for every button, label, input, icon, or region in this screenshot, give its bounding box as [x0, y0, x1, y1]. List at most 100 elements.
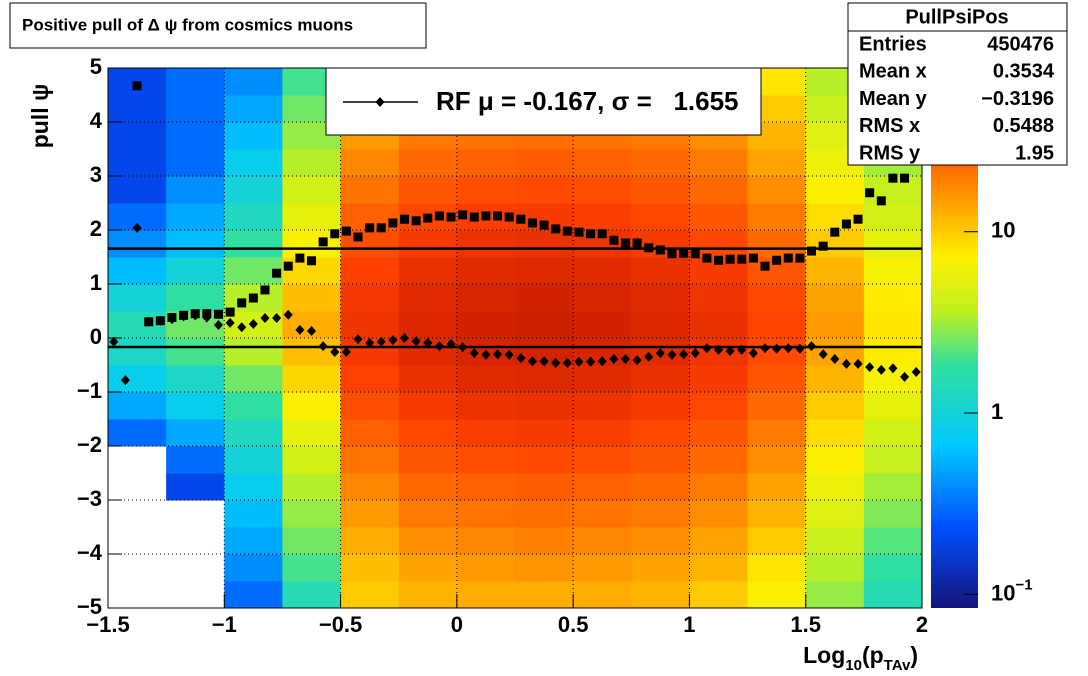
heat-cell [282, 500, 342, 528]
x-tick-label: 0.5 [558, 612, 589, 637]
heat-cell [747, 230, 807, 258]
square-marker [714, 255, 723, 265]
heat-cell [456, 149, 516, 177]
square-marker [679, 248, 689, 258]
heat-cell [398, 311, 458, 339]
heat-cell [398, 473, 458, 501]
heat-cell [515, 581, 574, 609]
colorbar-tick-label: 1 [991, 399, 1003, 424]
x-tick-label: 0 [451, 612, 463, 637]
colorbar-tick-exponent: −1 [1015, 576, 1032, 593]
heat-cell [166, 527, 225, 555]
diamond-marker [586, 356, 596, 367]
heat-cell [166, 365, 225, 393]
heat-cell [282, 365, 342, 393]
heat-cell [631, 554, 690, 582]
heat-cell [515, 284, 574, 312]
plot-area [107, 67, 923, 609]
square-marker [434, 211, 444, 221]
heat-cell [282, 527, 342, 555]
heat-cell [166, 446, 225, 474]
diamond-marker [655, 348, 665, 359]
diamond-marker [341, 347, 351, 358]
heat-cell [747, 581, 807, 609]
heat-cell [805, 419, 865, 447]
heat-cell [631, 446, 690, 474]
square-marker [702, 253, 712, 263]
heat-cell [573, 149, 632, 177]
heat-cell [166, 95, 225, 123]
square-marker [632, 238, 642, 248]
square-marker [772, 255, 782, 265]
heat-cell [456, 527, 516, 555]
heat-cell [515, 419, 574, 447]
diamond-marker [458, 342, 468, 353]
heat-cell [224, 365, 283, 393]
heat-cell [398, 365, 458, 393]
heat-cell [573, 446, 632, 474]
heat-cell [398, 230, 458, 258]
x-tick-label: −1.5 [86, 612, 129, 637]
heat-cell [689, 446, 749, 474]
square-marker [260, 285, 270, 295]
y-tick-label: 3 [90, 162, 102, 187]
heat-cell [398, 176, 458, 204]
heat-cell [747, 527, 807, 555]
heat-cell [108, 446, 167, 474]
legend-marker [375, 97, 385, 107]
diamond-marker [888, 363, 898, 374]
diamond-marker [469, 348, 479, 359]
heat-cell [108, 257, 167, 285]
diamond-marker [900, 371, 910, 382]
diamond-marker [318, 341, 328, 352]
diamond-marker [853, 358, 863, 369]
heat-cell [805, 554, 865, 582]
square-marker [423, 213, 433, 223]
heat-cell [340, 527, 400, 555]
square-marker [807, 246, 817, 256]
diamond-marker [830, 354, 840, 365]
heat-cell [573, 473, 632, 501]
heat-cell [573, 581, 632, 609]
heat-cell [805, 176, 865, 204]
square-marker [725, 254, 735, 264]
stats-title: PullPsiPos [905, 6, 1008, 28]
heat-cell [747, 365, 807, 393]
heat-cell [863, 392, 923, 420]
heat-cell [747, 149, 807, 177]
x-tick-label: 1 [683, 612, 695, 637]
heat-cell [224, 473, 283, 501]
heat-cell [805, 473, 865, 501]
stats-value: 0.3534 [993, 61, 1055, 83]
heat-cell [863, 554, 923, 582]
heat-cell [631, 311, 690, 339]
heat-cell [108, 176, 167, 204]
heat-cell [282, 176, 342, 204]
square-marker [865, 188, 875, 198]
diamond-marker [376, 336, 386, 347]
square-marker [307, 256, 316, 266]
diamond-marker [237, 322, 247, 333]
heat-cell [747, 473, 807, 501]
heat-cell [747, 284, 807, 312]
y-axis-label: pull ψ [27, 84, 53, 149]
square-marker [446, 212, 456, 222]
heat-cell [631, 500, 690, 528]
heat-cell [340, 581, 400, 609]
heat-cell [340, 284, 400, 312]
diamond-marker [539, 356, 549, 367]
heat-cell [805, 365, 865, 393]
square-marker [516, 214, 526, 224]
heat-cell [108, 581, 167, 609]
diamond-marker [330, 347, 340, 358]
heat-cell [224, 203, 283, 231]
square-marker [586, 229, 596, 239]
heat-cell [224, 392, 283, 420]
diamond-marker [353, 334, 363, 345]
heat-cell [515, 392, 574, 420]
square-marker [562, 226, 572, 236]
heat-cell [515, 473, 574, 501]
heat-cell [340, 311, 400, 339]
stats-name: Mean y [859, 88, 928, 110]
